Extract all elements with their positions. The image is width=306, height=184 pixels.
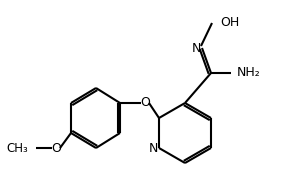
Text: CH₃: CH₃ — [6, 141, 28, 155]
Text: O: O — [140, 96, 150, 109]
Text: N: N — [148, 141, 158, 155]
Text: OH: OH — [220, 17, 239, 29]
Text: O: O — [51, 141, 61, 155]
Text: N: N — [191, 42, 201, 54]
Text: NH₂: NH₂ — [237, 66, 261, 79]
